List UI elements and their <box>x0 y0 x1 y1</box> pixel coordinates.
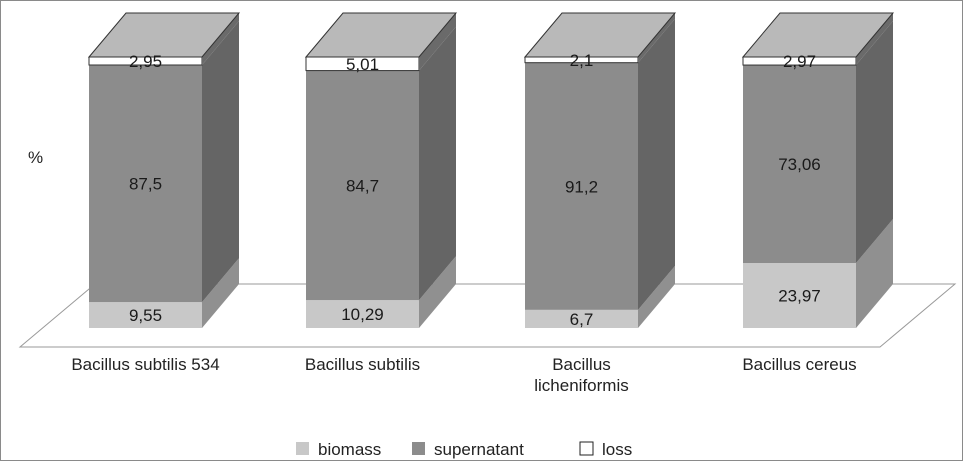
data-label-loss-3: 2,97 <box>783 52 816 71</box>
data-label-biomass-0: 9,55 <box>129 306 162 325</box>
data-label-biomass-1: 10,29 <box>341 305 384 324</box>
legend-label-loss: loss <box>602 440 632 459</box>
data-label-supernatant-2: 91,2 <box>565 177 598 196</box>
bar-side-biomass-3 <box>856 219 893 328</box>
bar-top-2 <box>523 12 677 58</box>
data-label-supernatant-0: 87,5 <box>129 175 162 194</box>
bar-side-loss-2 <box>638 13 675 63</box>
y-axis-label: % <box>28 148 43 167</box>
bar-biomass-1 <box>306 300 419 328</box>
data-label-biomass-2: 6,7 <box>570 310 594 329</box>
legend-swatch-supernatant <box>412 442 425 455</box>
bar-supernatant-0 <box>89 64 202 303</box>
legend-swatch-biomass <box>296 442 309 455</box>
bar-biomass-0 <box>89 302 202 328</box>
bar-side-biomass-0 <box>202 258 239 328</box>
data-label-loss-0: 2,95 <box>129 52 162 71</box>
legend-label-supernatant: supernatant <box>434 440 524 459</box>
bar-biomass-3 <box>743 263 856 328</box>
category-label-2-line1: licheniformis <box>534 376 628 395</box>
bar-side-loss-0 <box>202 13 239 65</box>
bar-side-loss-3 <box>856 13 893 66</box>
data-label-loss-1: 5,01 <box>346 55 379 74</box>
bar-side-supernatant-0 <box>202 20 239 303</box>
chart-floor <box>18 283 957 348</box>
category-label-3: Bacillus cereus <box>742 355 856 374</box>
bar-side-biomass-2 <box>638 265 675 328</box>
legend-label-biomass: biomass <box>318 440 381 459</box>
data-label-supernatant-1: 84,7 <box>346 176 379 195</box>
data-label-loss-2: 2,1 <box>570 51 594 70</box>
category-label-1: Bacillus subtilis <box>305 355 420 374</box>
legend-swatch-loss <box>579 441 594 456</box>
bar-top-0 <box>87 12 241 58</box>
bar-side-loss-1 <box>419 13 456 71</box>
bar-top-1 <box>304 12 458 58</box>
bar-supernatant-3 <box>743 65 856 264</box>
data-label-supernatant-3: 73,06 <box>778 155 821 174</box>
bar-side-supernatant-1 <box>419 26 456 301</box>
bar-biomass-2 <box>525 309 638 328</box>
bar-side-supernatant-3 <box>856 21 893 264</box>
bar-supernatant-1 <box>306 70 419 301</box>
bar-side-biomass-1 <box>419 256 456 328</box>
bar-top-3 <box>741 12 895 58</box>
bar-supernatant-2 <box>525 62 638 310</box>
data-label-biomass-3: 23,97 <box>778 287 821 306</box>
category-label-2-line0: Bacillus <box>552 355 611 374</box>
bar-side-supernatant-2 <box>638 18 675 310</box>
category-label-0: Bacillus subtilis 534 <box>71 355 219 374</box>
